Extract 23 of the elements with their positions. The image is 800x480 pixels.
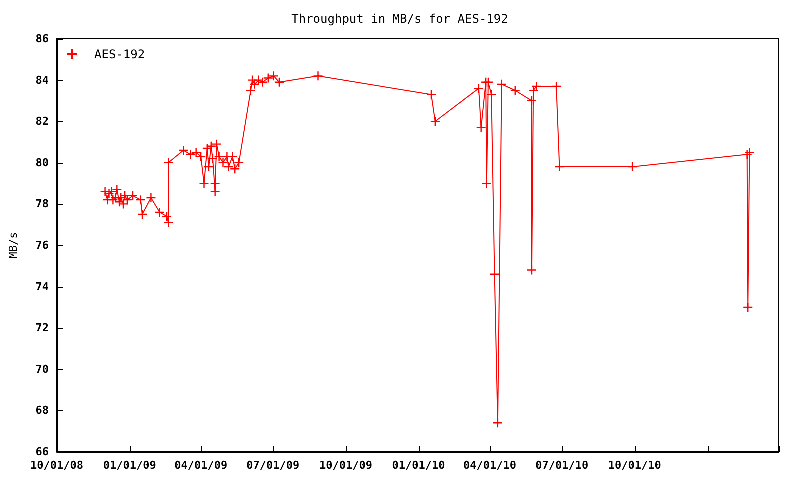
y-tick-label: 66 <box>36 446 50 458</box>
x-tick-label: 10/01/09 <box>319 459 372 472</box>
y-axis-title: MB/s <box>7 232 20 259</box>
y-tick-label: 86 <box>36 32 50 46</box>
y-tick-label: 72 <box>36 322 49 335</box>
x-tick-label: 07/01/09 <box>246 459 300 472</box>
y-tick-label: 74 <box>36 280 50 294</box>
y-tick-label: 82 <box>36 115 49 128</box>
chart-title: Throughput in MB/s for AES-192 <box>292 12 508 26</box>
x-tick-label: 01/01/10 <box>392 459 446 472</box>
x-tick-label: 04/01/09 <box>174 459 228 472</box>
legend-label: AES-192 <box>94 48 146 62</box>
y-tick-label: 84 <box>36 74 50 87</box>
y-tick-label: 80 <box>36 156 49 170</box>
x-tick-label: 04/01/10 <box>464 459 517 472</box>
y-tick-label: 78 <box>36 198 49 211</box>
y-tick-label: 70 <box>36 362 49 376</box>
x-tick-label: 01/01/09 <box>103 459 156 472</box>
y-tick-label: 76 <box>36 239 50 252</box>
y-tick-label: 68 <box>36 404 49 418</box>
x-tick-label: 10/01/08 <box>30 459 84 472</box>
x-tick-label: 10/01/10 <box>608 459 662 472</box>
x-tick-label: 07/01/10 <box>536 459 589 472</box>
